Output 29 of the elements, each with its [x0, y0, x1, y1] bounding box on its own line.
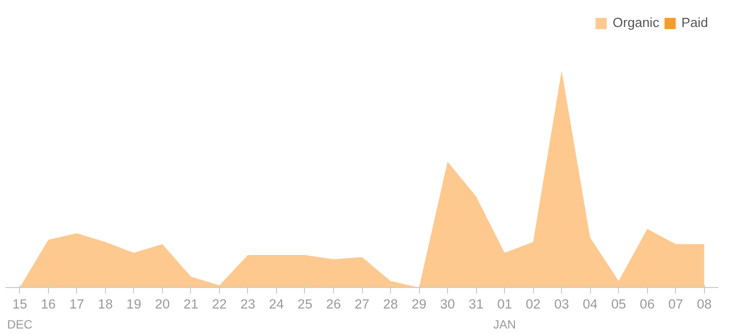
x-tick-label: 15: [12, 296, 28, 312]
x-tick-label: 28: [383, 296, 398, 312]
x-tick-label: 30: [440, 296, 455, 312]
text: JAN: [493, 318, 516, 332]
x-tick-label: 31: [468, 296, 484, 312]
text: DEC: [7, 318, 33, 332]
x-tick-label: 19: [126, 296, 142, 312]
x-tick-label: 27: [354, 296, 370, 312]
x-tick-label: 20: [154, 296, 170, 312]
x-tick-label: 03: [554, 296, 570, 312]
x-tick-label: 23: [240, 296, 256, 312]
legend-label: Organic: [612, 15, 660, 30]
x-tick-label: 21: [183, 296, 198, 312]
x-tick-label: 22: [212, 296, 227, 312]
legend-label: Paid: [681, 15, 708, 30]
x-tick-label: 08: [696, 296, 712, 312]
x-tick-label: 24: [269, 296, 284, 312]
x-tick-label: 07: [668, 296, 684, 312]
x-tick-label: 17: [69, 296, 84, 312]
x-tick-label: 29: [412, 296, 426, 312]
x-tick-label: 16: [40, 296, 56, 312]
x-tick-label: 25: [298, 296, 312, 312]
x-tick-label: 04: [582, 296, 598, 312]
x-tick-label: 26: [326, 296, 341, 312]
x-tick-label: 02: [526, 296, 541, 312]
x-tick-label: 18: [98, 296, 113, 312]
x-tick-label: 06: [640, 296, 655, 312]
x-tick-label: 01: [497, 296, 512, 312]
x-tick-label: 05: [611, 296, 626, 312]
